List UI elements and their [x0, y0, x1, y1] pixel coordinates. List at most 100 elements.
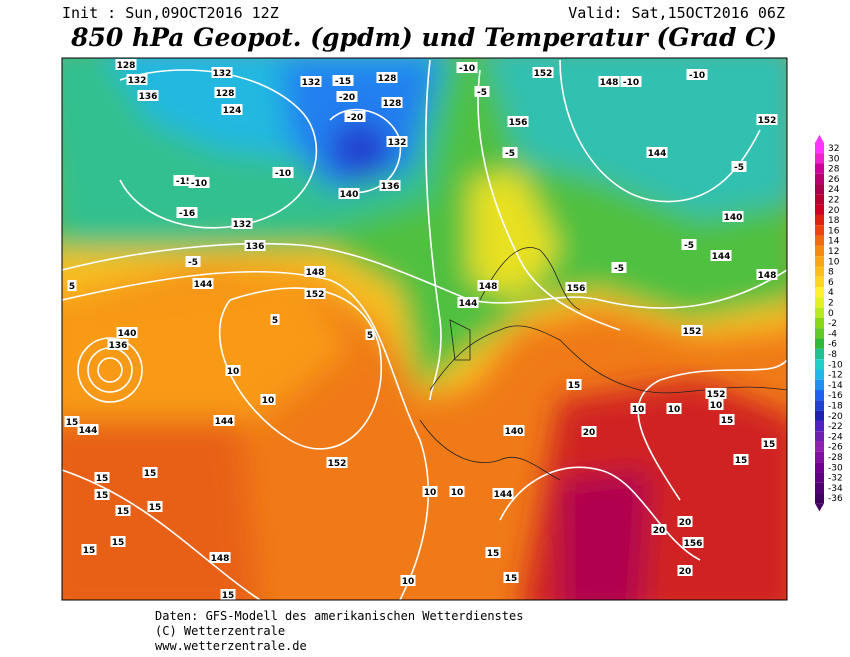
contour-label: 136 — [109, 341, 128, 351]
contour-label-box — [221, 104, 243, 115]
contour-label: -10 — [459, 64, 475, 74]
contour-label-box — [502, 147, 518, 158]
contour-label-box — [666, 403, 682, 414]
contour-label-box — [176, 207, 198, 218]
contour-label-box — [756, 269, 778, 280]
contour-label: 132 — [233, 220, 252, 230]
legend-label: -22 — [828, 422, 843, 432]
contour-label-box — [94, 489, 110, 500]
contour-label-box — [64, 416, 80, 427]
legend-swatch — [815, 287, 824, 298]
legend-label: 16 — [828, 226, 840, 236]
legend-swatch — [815, 328, 824, 339]
contour-label: 152 — [306, 290, 325, 300]
contour-label: 144 — [79, 426, 98, 436]
map-frame — [61, 57, 788, 601]
legend-swatch — [815, 204, 824, 215]
legend-swatch — [815, 163, 824, 174]
contour-label: 15 — [149, 503, 162, 513]
legend-label: 12 — [828, 247, 839, 257]
contour-label-box — [566, 379, 582, 390]
contour-label-box — [422, 486, 438, 497]
contour-label-box — [107, 339, 129, 350]
legend-label: -14 — [828, 381, 843, 391]
contour-label-box — [115, 59, 137, 70]
contour-label-box — [332, 75, 354, 86]
contour-label: 15 — [763, 440, 776, 450]
legend-swatch — [815, 245, 824, 257]
contour-label-box — [722, 211, 744, 222]
contour-label-box — [532, 67, 554, 78]
footer-copyright: (C) Wetterzentrale — [155, 624, 285, 638]
contour-label-box — [188, 177, 210, 188]
legend-label: 2 — [828, 299, 834, 309]
contour-label-box — [710, 250, 732, 261]
contour-label: 10 — [402, 577, 415, 587]
legend-label: -20 — [828, 412, 843, 422]
legend-swatch — [815, 225, 824, 236]
contour-label: 15 — [721, 416, 734, 426]
contour-label-box — [147, 501, 163, 512]
contour-label-box — [731, 161, 747, 172]
legend-label: -8 — [828, 350, 837, 360]
contour-label: 144 — [459, 299, 478, 309]
legend-arrow-bottom — [815, 503, 824, 512]
contour-label-box — [326, 457, 348, 468]
contour-label: 152 — [328, 459, 347, 469]
legend-label: 14 — [828, 237, 840, 247]
contour-label-box — [77, 424, 99, 435]
contour-label-box — [503, 572, 519, 583]
legend-swatch — [815, 348, 824, 360]
contour-label: 128 — [216, 89, 235, 99]
legend-label: 20 — [828, 206, 840, 216]
contour-label: 144 — [494, 490, 513, 500]
legend-label: 0 — [828, 309, 834, 319]
map-area: 128 132 136 132 128 124 132 -15 128 -20 128 -20 132 -… — [62, 58, 787, 600]
contour-label: 140 — [118, 329, 137, 339]
legend-swatch — [815, 441, 824, 452]
contour-label: 128 — [378, 74, 397, 84]
contour-label-box — [503, 425, 525, 436]
legend-swatch — [815, 462, 824, 473]
contour-label: 136 — [246, 242, 265, 252]
contour-label: -5 — [684, 241, 694, 251]
contour-label: 156 — [509, 118, 528, 128]
contour-label-box — [474, 86, 490, 97]
contour-label-box — [142, 467, 158, 478]
contour-label: 128 — [117, 61, 136, 71]
contour-label: 10 — [262, 396, 275, 406]
legend-swatch — [815, 256, 824, 267]
legend-swatch — [815, 338, 824, 349]
contour-label: 144 — [215, 417, 234, 427]
coastlines — [419, 247, 787, 481]
legend-label: -32 — [828, 474, 843, 484]
contour-label-box — [126, 74, 148, 85]
contour-label-box — [94, 472, 110, 483]
legend-swatch — [815, 266, 824, 277]
contour-label: 5 — [272, 316, 278, 326]
contour-label-box — [646, 147, 668, 158]
legend-label: 18 — [828, 216, 840, 226]
contour-label: -16 — [179, 209, 195, 219]
contour-label-box — [260, 394, 276, 405]
contour-label-box — [386, 136, 408, 147]
contour-label-box — [379, 180, 401, 191]
legend-label: -2 — [828, 319, 837, 329]
contour-label: -5 — [477, 88, 487, 98]
contour-label-box — [214, 87, 236, 98]
legend-swatch — [815, 410, 824, 421]
contour-label: -5 — [188, 258, 198, 268]
contour-label: 148 — [600, 78, 619, 88]
legend-label: -30 — [828, 463, 843, 473]
contour-label-box — [756, 114, 778, 125]
contour-label-box — [304, 288, 326, 299]
legend-label: 32 — [828, 144, 839, 154]
legend-swatch — [815, 307, 824, 318]
contour-label-box — [338, 188, 360, 199]
legend-label: 30 — [828, 154, 840, 164]
contour-label-box — [686, 69, 708, 80]
contour-label: -20 — [339, 93, 355, 103]
legend-swatch — [815, 317, 824, 329]
contour-label-box — [492, 488, 514, 499]
contour-label-box — [733, 454, 749, 465]
